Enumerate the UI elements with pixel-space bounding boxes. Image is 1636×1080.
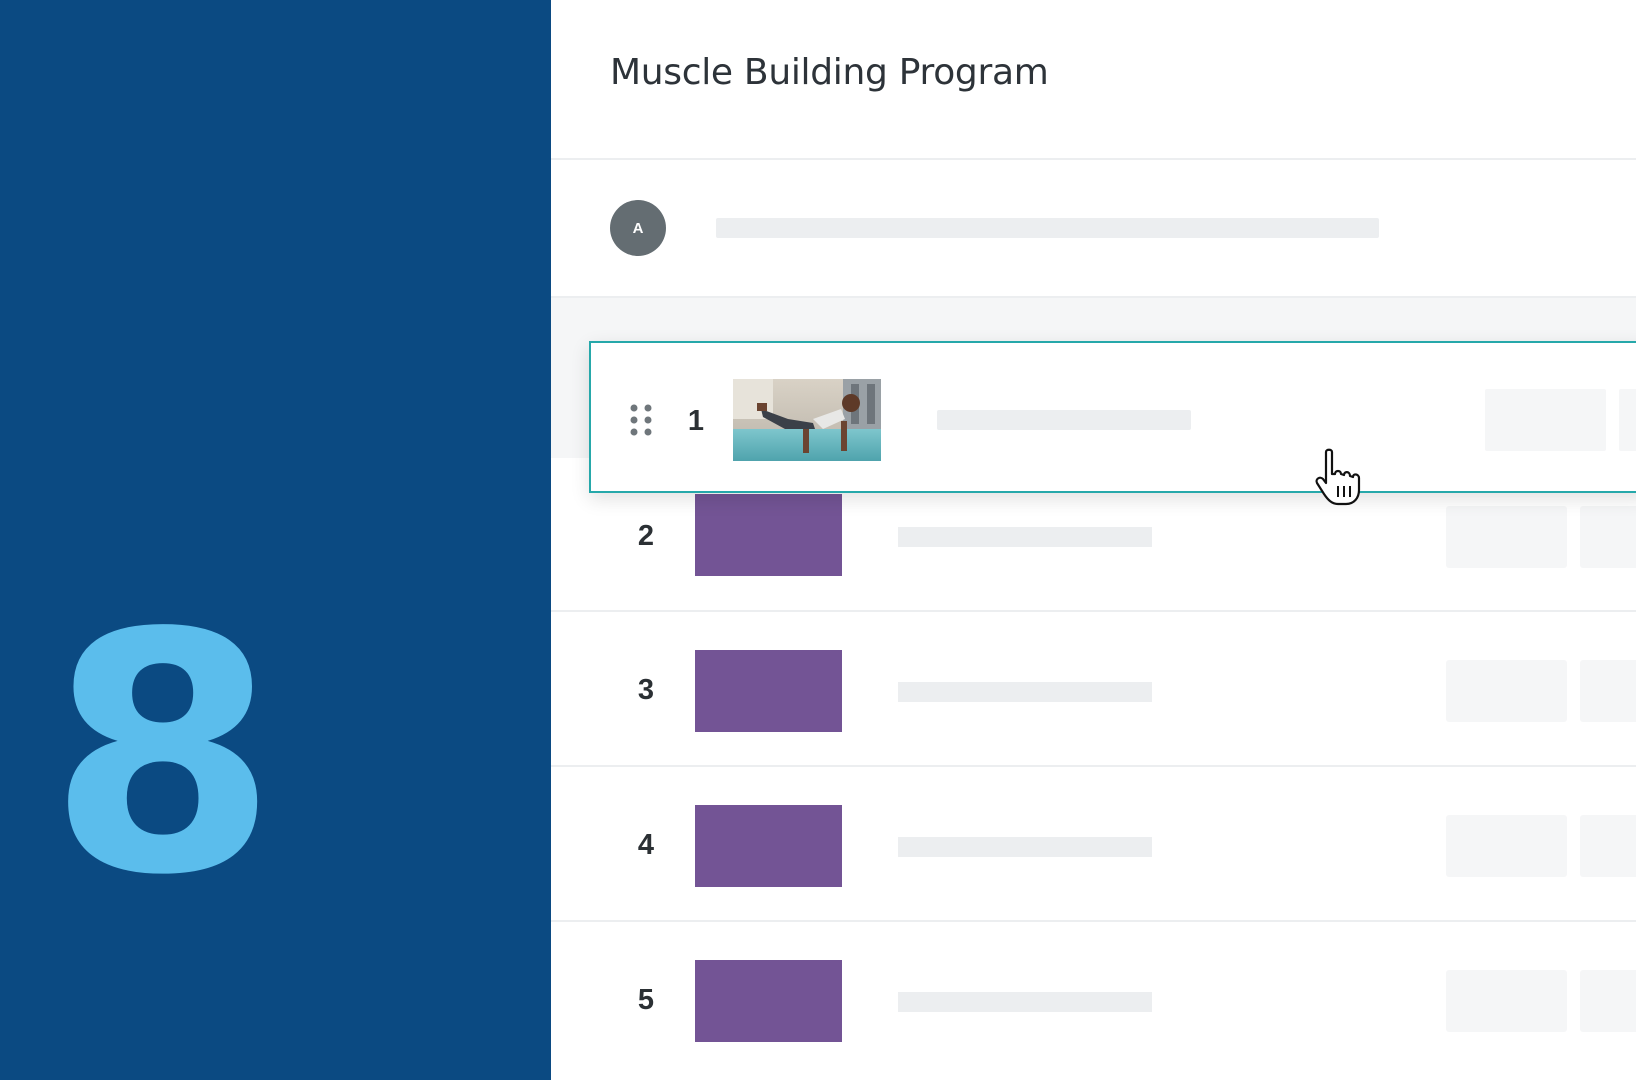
user-row: A xyxy=(551,160,1636,296)
list-item[interactable]: 2 xyxy=(551,458,1636,610)
push-up-exercise-photo xyxy=(733,379,881,461)
list-item-title-placeholder xyxy=(937,410,1191,430)
list-item[interactable]: 5 xyxy=(551,922,1636,1074)
list-item-number: 3 xyxy=(637,674,655,706)
list-item-secondary-button[interactable] xyxy=(1580,660,1636,722)
main-panel: Muscle Building Program A 2 3 4 5 xyxy=(551,0,1636,1080)
list-item-number: 5 xyxy=(637,984,655,1016)
drag-handle-icon[interactable] xyxy=(629,404,655,436)
list-item-secondary-button[interactable] xyxy=(1580,815,1636,877)
list-item-title-placeholder xyxy=(898,992,1152,1012)
list-item-action-button[interactable] xyxy=(1446,970,1567,1032)
list-item[interactable]: 3 xyxy=(551,612,1636,764)
list-item-title-placeholder xyxy=(898,837,1152,857)
page-title: Muscle Building Program xyxy=(610,52,1049,93)
dragged-list-item[interactable]: 1 xyxy=(589,341,1636,493)
step-number: 8 xyxy=(48,563,278,947)
left-panel: 8 xyxy=(0,0,551,1080)
list-item-title-placeholder xyxy=(898,682,1152,702)
list-item-thumbnail xyxy=(695,805,842,887)
user-name-placeholder xyxy=(716,218,1379,238)
row-divider xyxy=(551,920,1636,922)
row-divider xyxy=(551,610,1636,612)
list-item-number: 2 xyxy=(637,520,655,552)
list-item-thumbnail xyxy=(695,960,842,1042)
list-item-action-button[interactable] xyxy=(1446,660,1567,722)
list-item-number: 4 xyxy=(637,829,655,861)
header-divider xyxy=(551,158,1636,160)
hand-pointer-icon xyxy=(1312,448,1376,512)
list-item-action-button[interactable] xyxy=(1446,506,1567,568)
list-item-action-button[interactable] xyxy=(1446,815,1567,877)
list-item-thumbnail xyxy=(695,494,842,576)
row-divider xyxy=(551,765,1636,767)
list-item-secondary-button[interactable] xyxy=(1619,389,1636,451)
list-item-thumbnail xyxy=(695,650,842,732)
list-item-secondary-button[interactable] xyxy=(1580,506,1636,568)
list-item-secondary-button[interactable] xyxy=(1580,970,1636,1032)
list-item-title-placeholder xyxy=(898,527,1152,547)
list-item[interactable]: 4 xyxy=(551,767,1636,919)
list-item-action-button[interactable] xyxy=(1485,389,1606,451)
list-item-number: 1 xyxy=(687,405,705,437)
avatar[interactable]: A xyxy=(610,200,666,256)
user-row-divider xyxy=(551,296,1636,298)
